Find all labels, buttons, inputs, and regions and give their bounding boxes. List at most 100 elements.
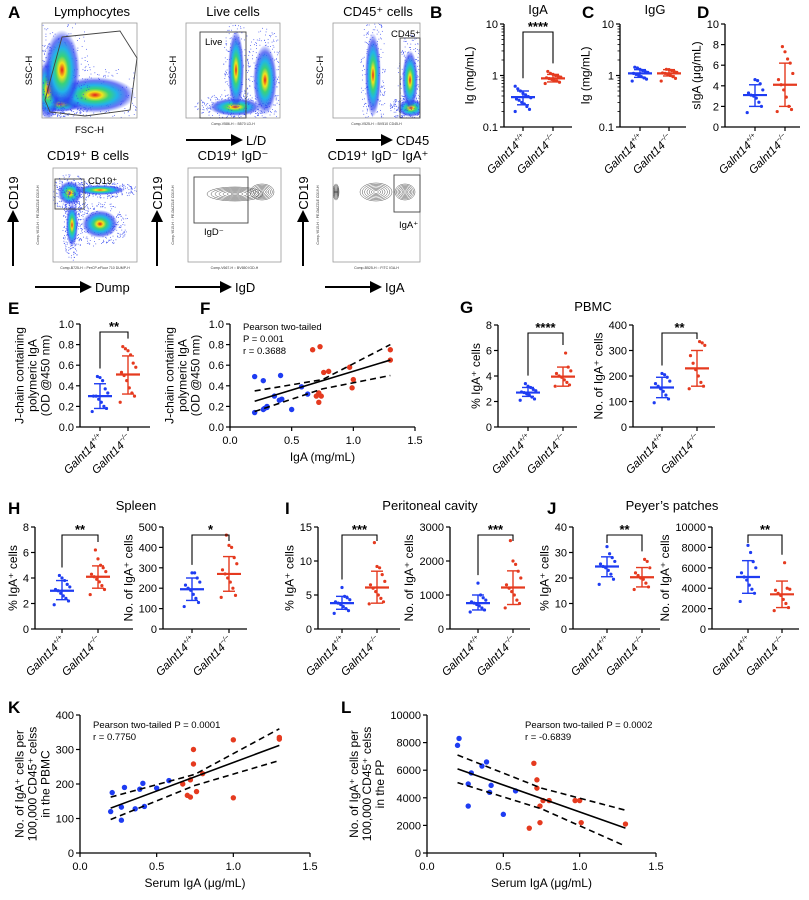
event-dot bbox=[226, 59, 228, 60]
event-dot bbox=[149, 91, 150, 92]
event-dot bbox=[86, 182, 88, 184]
contour-line bbox=[364, 185, 388, 199]
event-dot bbox=[246, 95, 248, 97]
group-name: Galnt14 bbox=[569, 642, 606, 679]
event-dot bbox=[79, 184, 81, 186]
event-dot bbox=[64, 22, 65, 23]
event-dot bbox=[382, 72, 383, 74]
event-dot bbox=[67, 114, 69, 116]
event-dot bbox=[427, 117, 428, 118]
ci-lower-line bbox=[254, 374, 391, 413]
y-axis-label: Ig (mg/mL) bbox=[462, 46, 476, 104]
group-label: Galnt14−/− bbox=[658, 432, 703, 477]
event-dot bbox=[120, 236, 121, 238]
event-dot bbox=[272, 109, 273, 110]
event-dot bbox=[78, 209, 80, 211]
x-tick-label: 0.5 bbox=[149, 861, 164, 873]
event-dot bbox=[36, 90, 37, 91]
event-dot bbox=[86, 184, 88, 185]
event-dot bbox=[73, 252, 75, 254]
event-dot bbox=[92, 195, 94, 197]
event-dot bbox=[278, 82, 280, 84]
event-dot bbox=[360, 62, 362, 63]
event-dot bbox=[273, 39, 274, 41]
gate-label: Live bbox=[205, 37, 222, 48]
event-dot bbox=[84, 40, 85, 42]
event-dot bbox=[133, 72, 135, 74]
data-point bbox=[531, 387, 535, 391]
contour-line bbox=[253, 186, 271, 198]
event-dot bbox=[240, 26, 241, 28]
data-point bbox=[368, 583, 373, 587]
event-dot bbox=[235, 120, 236, 121]
event-dot bbox=[65, 204, 67, 205]
event-dot bbox=[364, 104, 365, 105]
event-dot bbox=[81, 196, 83, 197]
event-dot bbox=[405, 109, 407, 111]
event-dot bbox=[393, 105, 395, 107]
contour-line bbox=[400, 188, 410, 196]
data-point bbox=[60, 576, 64, 580]
event-dot bbox=[68, 126, 69, 127]
event-dot bbox=[38, 111, 39, 112]
event-dot bbox=[430, 112, 431, 113]
event-dot bbox=[208, 97, 210, 99]
event-dot bbox=[130, 189, 132, 191]
event-dot bbox=[414, 119, 415, 120]
contour-line bbox=[334, 188, 338, 196]
event-dot bbox=[56, 195, 58, 197]
event-dot bbox=[85, 202, 86, 204]
event-dot bbox=[401, 120, 402, 121]
event-dot bbox=[421, 58, 422, 59]
event-dot bbox=[374, 29, 376, 31]
event-dot bbox=[73, 251, 75, 253]
event-dot bbox=[361, 91, 362, 93]
significance-bracket bbox=[99, 331, 129, 369]
data-point bbox=[750, 587, 754, 591]
event-dot bbox=[122, 184, 123, 186]
event-dot bbox=[41, 95, 42, 96]
event-dot bbox=[118, 214, 120, 216]
flow-plot-title: Lymphocytes bbox=[54, 4, 131, 19]
event-dot bbox=[275, 36, 277, 38]
event-dot bbox=[276, 40, 277, 42]
event-dot bbox=[52, 197, 53, 198]
y-tick-label: 0 bbox=[621, 422, 627, 434]
flow-plot-6: IgA⁺CD19⁺ IgD⁻ IgA⁺Comp-B525-H :: FITC I… bbox=[296, 148, 428, 295]
event-dot bbox=[244, 107, 246, 109]
event-dot bbox=[45, 29, 47, 31]
data-point bbox=[276, 734, 283, 741]
flow-events bbox=[52, 174, 137, 261]
panel-letter: J bbox=[547, 499, 556, 518]
event-dot bbox=[56, 185, 58, 187]
event-dot bbox=[402, 96, 404, 97]
y-axis-label: in the PBMC bbox=[38, 750, 52, 818]
data-point bbox=[664, 393, 668, 397]
y-tick-label: 4 bbox=[23, 573, 29, 585]
event-dot bbox=[45, 133, 46, 134]
event-dot bbox=[153, 86, 154, 87]
event-dot bbox=[225, 74, 226, 76]
data-point bbox=[785, 586, 789, 590]
event-dot bbox=[404, 38, 406, 40]
y-arrow-label: CD19 bbox=[296, 176, 311, 209]
event-dot bbox=[244, 49, 246, 51]
event-dot bbox=[68, 203, 70, 205]
y-tick-label: 300 bbox=[609, 346, 627, 358]
event-dot bbox=[235, 120, 236, 121]
data-point bbox=[68, 585, 72, 589]
event-dot bbox=[400, 114, 402, 116]
event-dot bbox=[61, 182, 63, 184]
event-dot bbox=[56, 193, 58, 195]
y-tick-label: 8 bbox=[23, 522, 29, 534]
event-dot bbox=[121, 234, 123, 235]
event-dot bbox=[126, 195, 128, 197]
event-dot bbox=[228, 106, 230, 108]
significance-bracket bbox=[477, 534, 514, 576]
y-axis-label: SSC-H bbox=[315, 56, 326, 86]
data-point bbox=[699, 380, 703, 384]
event-dot bbox=[92, 208, 94, 210]
event-dot bbox=[378, 127, 379, 128]
contour-line bbox=[251, 184, 273, 200]
